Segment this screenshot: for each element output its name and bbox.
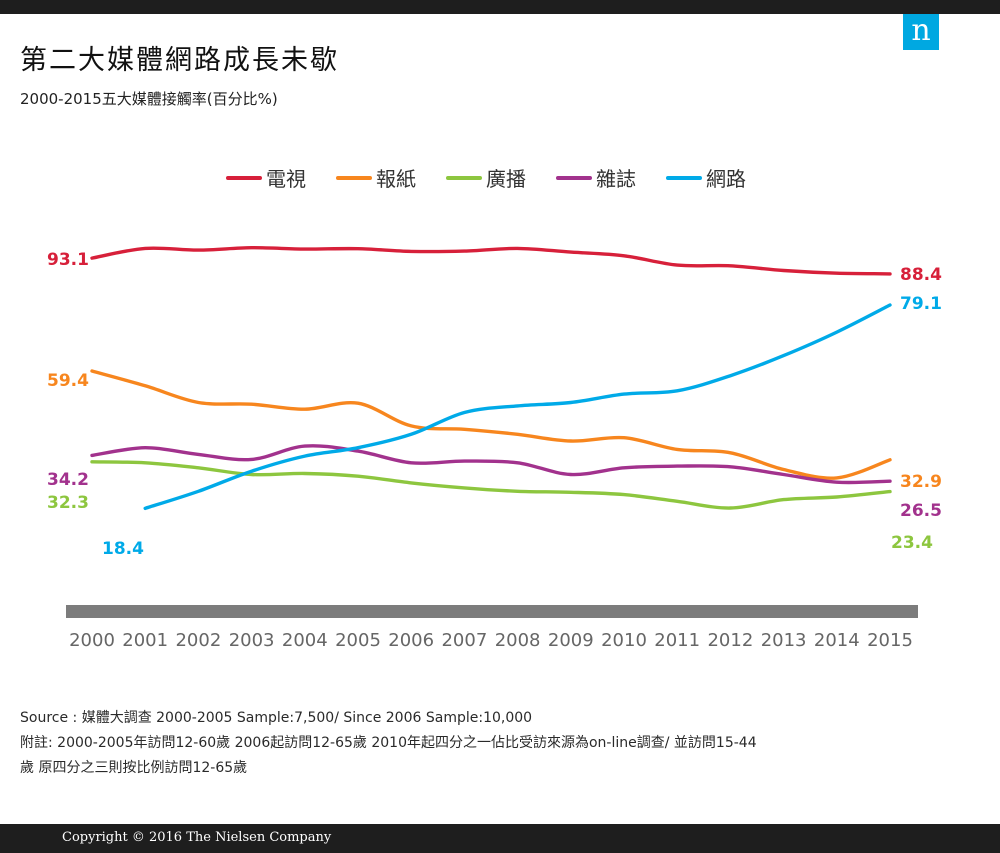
- x-tick-label-2006: 2006: [388, 630, 434, 651]
- series-end-label-3: 26.5: [900, 501, 942, 521]
- legend-label-0: 電視: [266, 167, 306, 191]
- series-start-label-4: 18.4: [102, 539, 144, 559]
- x-tick-label-2012: 2012: [707, 630, 753, 651]
- x-tick-label-2009: 2009: [548, 630, 594, 651]
- page-subtitle: 2000-2015五大媒體接觸率(百分比%): [20, 90, 278, 108]
- series-end-label-2: 23.4: [891, 533, 933, 553]
- footer-bar: Copyright © 2016 The Nielsen Company: [0, 824, 1000, 853]
- series-start-label-3: 34.2: [47, 470, 89, 490]
- x-tick-label-2003: 2003: [229, 630, 275, 651]
- x-axis-bar: [66, 605, 918, 618]
- nielsen-logo: n: [903, 14, 939, 50]
- top-bar: [0, 0, 1000, 14]
- series-line-0: [90, 245, 892, 276]
- x-tick-label-2015: 2015: [867, 630, 913, 651]
- series-start-label-1: 59.4: [47, 371, 89, 391]
- x-tick-label-2007: 2007: [441, 630, 487, 651]
- series-line-4: [143, 303, 892, 511]
- series-end-label-4: 79.1: [900, 294, 942, 314]
- x-tick-label-2010: 2010: [601, 630, 647, 651]
- x-tick-label-2004: 2004: [282, 630, 328, 651]
- x-tick-label-2013: 2013: [761, 630, 807, 651]
- series-line-3: [90, 444, 892, 485]
- series-line-2: [90, 460, 892, 510]
- series-start-label-0: 93.1: [47, 250, 89, 270]
- x-tick-label-2000: 2000: [69, 630, 115, 651]
- series-end-label-1: 32.9: [900, 472, 942, 492]
- legend-label-4: 網路: [706, 167, 746, 191]
- legend-label-2: 廣播: [486, 167, 526, 191]
- source-note: Source : 媒體大調查 2000-2005 Sample:7,500/ S…: [20, 710, 533, 726]
- chart-notes: Source : 媒體大調查 2000-2005 Sample:7,500/ S…: [20, 706, 980, 781]
- series-end-label-0: 88.4: [900, 265, 942, 285]
- legend-label-1: 報紙: [376, 167, 416, 191]
- x-tick-label-2008: 2008: [495, 630, 541, 651]
- x-tick-label-2002: 2002: [175, 630, 221, 651]
- footnote-line-1: 附註: 2000-2005年訪問12-60歲 2006起訪問12-65歲 201…: [20, 735, 757, 751]
- series-line-1: [90, 369, 892, 480]
- copyright-text: Copyright © 2016 The Nielsen Company: [62, 830, 332, 845]
- x-tick-label-2011: 2011: [654, 630, 700, 651]
- x-tick-label-2005: 2005: [335, 630, 381, 651]
- line-chart: 電視 報紙 廣播 雜誌 網路 2000 2001 2002 2003 2004 2005 2006 20…: [47, 167, 942, 651]
- x-tick-label-2014: 2014: [814, 630, 860, 651]
- x-tick-label-2001: 2001: [122, 630, 168, 651]
- footnote-line-2: 歲 原四分之三則按比例訪問12-65歲: [20, 760, 248, 776]
- page-title: 第二大媒體網路成長未歇: [20, 45, 339, 76]
- series-start-label-2: 32.3: [47, 493, 89, 513]
- legend-label-3: 雜誌: [596, 167, 636, 191]
